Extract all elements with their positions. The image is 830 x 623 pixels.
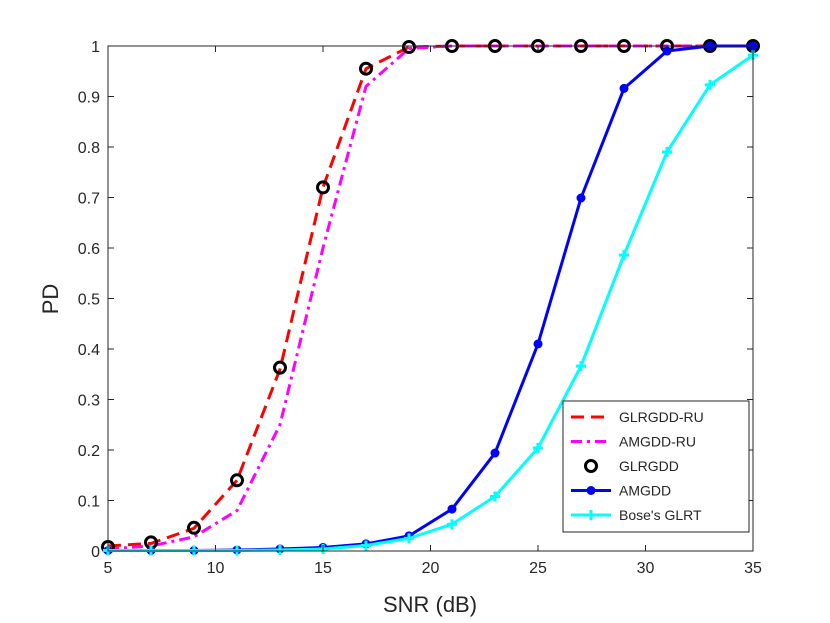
y-tick-label: 0.6 <box>78 241 100 258</box>
y-tick-label: 0.5 <box>78 292 100 309</box>
y-tick-label: 0.7 <box>78 191 100 208</box>
x-axis-label: SNR (dB) <box>383 592 477 617</box>
data-point-bose-s-glrt <box>576 361 586 372</box>
data-point-amgdd <box>490 448 500 458</box>
y-tick-label: 0.3 <box>78 393 100 410</box>
data-point-amgdd <box>619 83 629 93</box>
data-point-glrgdd <box>230 473 244 488</box>
data-point-bose-s-glrt <box>662 147 672 158</box>
legend-item-bose-s-glrt: Bose's GLRT <box>571 507 702 523</box>
y-tick-label: 0.4 <box>78 342 100 359</box>
legend-label: Bose's GLRT <box>619 507 702 523</box>
x-tick-label: 35 <box>744 560 762 577</box>
series-line-amgdd-ru <box>107 44 753 551</box>
data-point-bose-s-glrt <box>705 79 715 90</box>
y-tick-label: 0.9 <box>78 90 100 107</box>
y-tick-label: 0.1 <box>78 494 100 511</box>
data-point-bose-s-glrt <box>404 533 414 544</box>
data-point-glrgdd <box>273 360 287 375</box>
y-tick-label: 1 <box>91 39 100 56</box>
data-point-amgdd <box>662 46 672 56</box>
data-point-bose-s-glrt <box>146 545 156 556</box>
data-point-bose-s-glrt <box>275 544 285 555</box>
legend-label: AMGDD-RU <box>619 434 696 450</box>
legend-marker <box>586 486 596 495</box>
data-point-glrgdd <box>316 180 330 195</box>
x-tick-label: 5 <box>104 560 113 577</box>
data-point-glrgdd <box>359 61 373 76</box>
data-point-bose-s-glrt <box>189 545 199 556</box>
data-point-bose-s-glrt <box>232 545 242 556</box>
legend-label: GLRGDD-RU <box>619 409 704 425</box>
data-point-glrgdd <box>187 520 201 535</box>
legend: GLRGDD-RU AMGDD-RU GLRGDD AMGDD Bose's GLRT <box>562 400 750 533</box>
x-tick-label: 15 <box>314 560 332 577</box>
data-point-amgdd <box>533 339 543 349</box>
legend-box <box>562 400 750 533</box>
x-tick-label: 30 <box>637 560 655 577</box>
x-tick-label: 10 <box>207 560 225 577</box>
legend-item-amgdd-ru: AMGDD-RU <box>571 434 696 450</box>
y-axis-label: PD <box>38 284 63 315</box>
y-tick-label: 0.8 <box>78 140 100 157</box>
legend-item-glrgdd-ru: GLRGDD-RU <box>571 409 704 425</box>
data-point-glrgdd <box>402 40 416 55</box>
y-tick-label: 0.2 <box>78 443 100 460</box>
x-tick-label: 20 <box>422 560 440 577</box>
data-point-amgdd <box>447 504 457 514</box>
legend-label: AMGDD <box>619 483 671 499</box>
data-point-bose-s-glrt <box>533 442 543 453</box>
x-tick-label: 25 <box>529 560 547 577</box>
axes-layer: 5 10 15 20 25 30 35 0 0.1 0.2 0.3 0.4 0.5 0.6 0.7 0.8 0.… <box>78 39 762 577</box>
legend-item-amgdd: AMGDD <box>571 483 671 499</box>
legend-item-glrgdd: GLRGDD <box>584 458 679 474</box>
data-point-bose-s-glrt <box>490 491 500 502</box>
legend-marker <box>586 510 596 520</box>
y-tick-label: 0 <box>91 544 100 561</box>
legend-label: GLRGDD <box>619 458 679 474</box>
data-point-bose-s-glrt <box>619 250 629 261</box>
legend-marker <box>584 459 598 473</box>
series-amgdd-ru <box>107 44 753 551</box>
data-point-bose-s-glrt <box>447 519 457 530</box>
data-point-amgdd <box>576 193 586 203</box>
data-point-bose-s-glrt <box>361 540 371 551</box>
